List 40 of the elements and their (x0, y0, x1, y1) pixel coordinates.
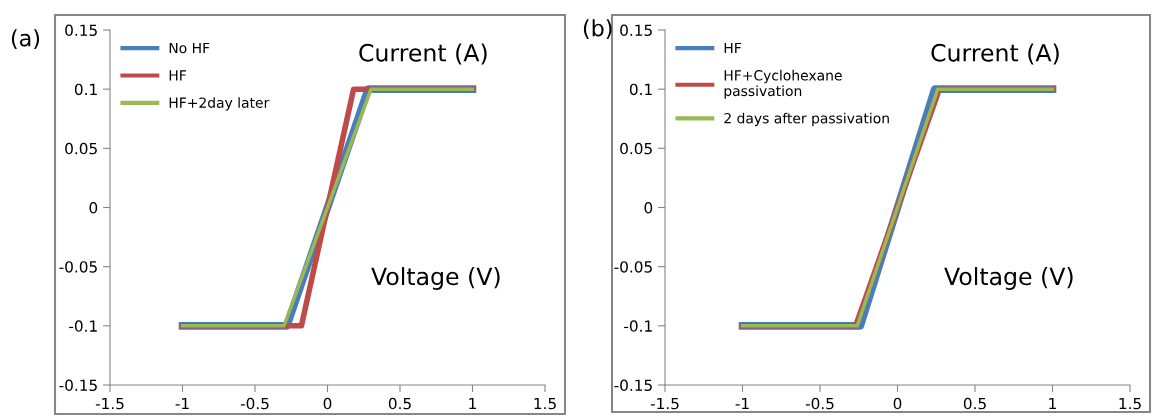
y-tick-label: 0.15 (65, 24, 97, 37)
x-tick-label: -1.5 (650, 397, 679, 410)
x-tick-label: 0.5 (388, 397, 411, 410)
x-tick-label: 0.5 (963, 397, 986, 410)
y-tick-label: 0.05 (65, 142, 97, 155)
x-axis-title: Voltage (V) (944, 267, 1073, 290)
legend-label: No HF (169, 42, 210, 54)
x-tick-label: -1.5 (95, 397, 124, 410)
x-axis-title: Voltage (V) (371, 267, 500, 290)
y-tick-label: 0.1 (74, 83, 97, 96)
y-tick-label: -0.1 (69, 320, 97, 332)
y-tick-label: 0 (89, 201, 98, 214)
x-tick-label: -1 (175, 397, 189, 410)
legend-label: HF (724, 42, 741, 54)
y-tick-label: -0.15 (59, 379, 97, 392)
y-tick-label: 0.1 (629, 83, 652, 96)
x-tick-label: 0 (323, 397, 332, 410)
x-tick-label: -0.5 (805, 397, 834, 410)
x-tick-label: 1.5 (1119, 397, 1141, 410)
x-tick-label: 1 (1049, 397, 1056, 410)
x-tick-label: 1 (469, 397, 476, 410)
y-tick-label: 0.05 (620, 142, 652, 155)
x-tick-label: -1 (735, 397, 749, 410)
legend-label: HF+2day later (169, 97, 270, 111)
y-tick-label: 0.15 (620, 24, 652, 37)
y-axis-title: Current (A) (931, 43, 1059, 65)
legend-label: HF+Cyclohexane passivation (724, 69, 842, 99)
legend-label: 2 days after passivation (724, 112, 889, 127)
y-tick-label: 0 (644, 201, 653, 214)
y-tick-label: -0.05 (59, 261, 97, 273)
x-tick-label: 0 (893, 397, 902, 410)
chart-title: (a) (11, 29, 40, 50)
y-tick-label: -0.1 (624, 320, 652, 332)
x-tick-label: -0.5 (240, 397, 269, 410)
chart-title: (b) (583, 19, 612, 40)
y-tick-label: -0.15 (614, 379, 652, 392)
legend-label: HF (169, 70, 186, 81)
x-tick-label: 1.5 (534, 397, 556, 410)
y-tick-label: -0.05 (614, 261, 652, 273)
y-axis-title: Current (A) (359, 43, 487, 65)
